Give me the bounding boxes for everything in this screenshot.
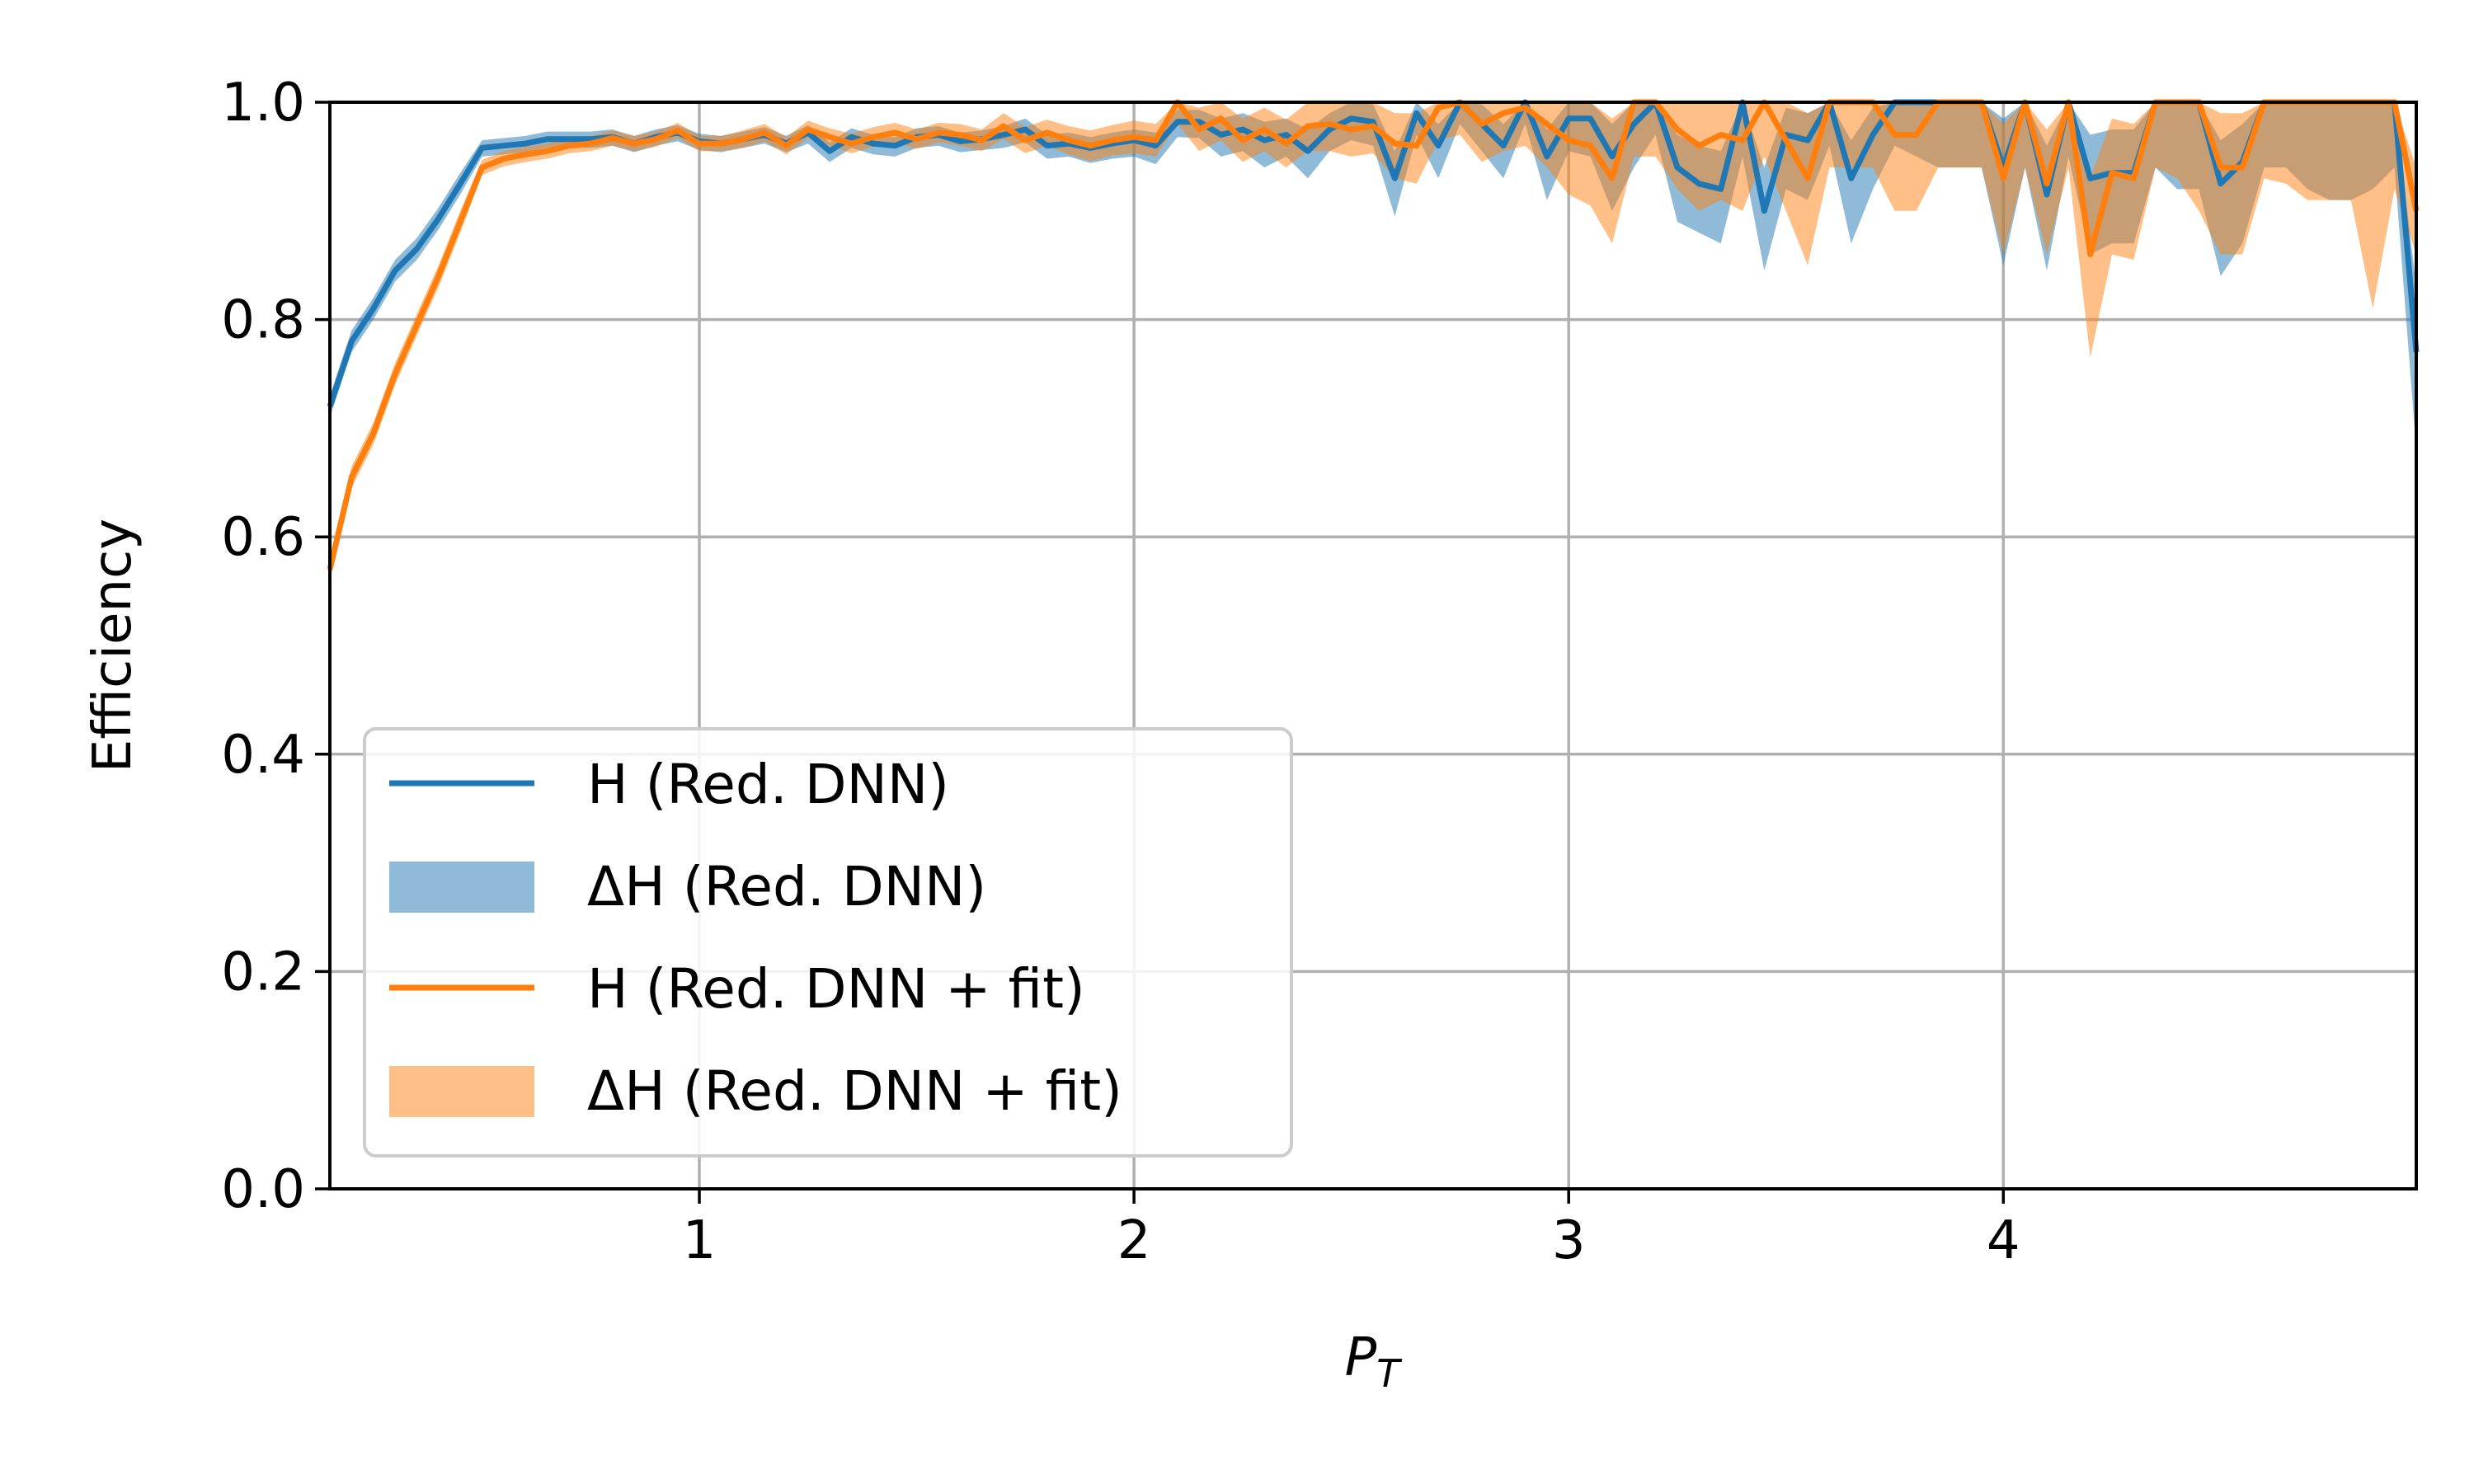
- y-tick-label-2: 0.4: [221, 725, 305, 786]
- axes-frame: [328, 101, 2418, 1190]
- tick-labels: 1 2 3 4 0.0 0.2 0.4 0.6 0.8 1.0: [221, 73, 2020, 1271]
- legend-box: [363, 727, 1293, 1158]
- x-tick-label-3: 4: [1987, 1210, 2020, 1271]
- x-tick-label-2: 3: [1552, 1210, 1586, 1271]
- x-tick-label-1: 2: [1117, 1210, 1151, 1271]
- axis-ticks: [315, 101, 2006, 1204]
- legend-swatch-dh-red-dnn: [389, 862, 534, 913]
- legend: H (Red. DNN) ΔH (Red. DNN) H (Red. DNN +…: [363, 727, 1293, 1158]
- legend-label-h-red-dnn-fit: H (Red. DNN + fit): [587, 957, 1085, 1021]
- legend-label-dh-red-dnn-fit: ΔH (Red. DNN + fit): [587, 1059, 1122, 1123]
- legend-label-h-red-dnn: H (Red. DNN): [587, 753, 949, 816]
- legend-label-dh-red-dnn: ΔH (Red. DNN): [587, 855, 986, 918]
- y-tick-label-1: 0.2: [221, 942, 305, 1003]
- y-tick-label-5: 1.0: [221, 73, 305, 134]
- legend-swatch-dh-red-dnn-fit: [389, 1066, 534, 1117]
- y-tick-label-3: 0.6: [221, 507, 305, 568]
- y-tick-label-0: 0.0: [221, 1159, 305, 1220]
- y-tick-label-4: 0.8: [221, 290, 305, 351]
- x-tick-label-0: 1: [683, 1210, 717, 1271]
- x-axis-title: PT: [1345, 1327, 1404, 1396]
- y-axis-title: Efficiency: [82, 519, 143, 773]
